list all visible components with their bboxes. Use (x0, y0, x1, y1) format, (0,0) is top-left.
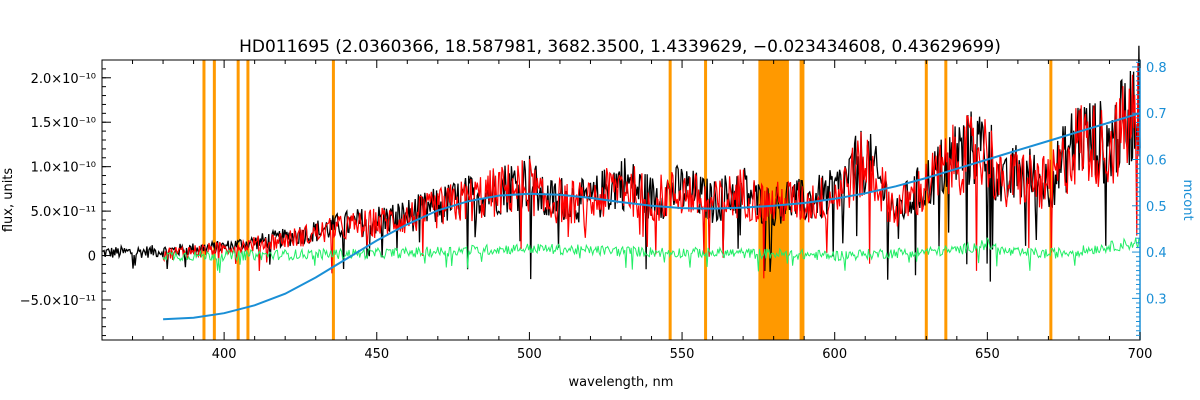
y-tick-label: 0 (88, 250, 96, 265)
y2-tick-label: 0.3 (1146, 292, 1167, 307)
x-axis-label: wavelength, nm (569, 375, 674, 390)
x-tick-label: 500 (517, 347, 542, 362)
series-mcont (163, 112, 1141, 321)
plot-frame (101, 59, 1141, 341)
x-tick-label: 400 (212, 347, 237, 362)
x-tick-label: 550 (670, 347, 695, 362)
masked-line (331, 60, 335, 340)
y2-axis-label: mcont (1180, 179, 1195, 220)
x-tick-label: 650 (975, 347, 1000, 362)
x-tick-label: 450 (364, 347, 389, 362)
y-tick-label: 1.0×10⁻¹⁰ (31, 161, 96, 176)
masked-band (758, 60, 789, 340)
masked-line (212, 60, 216, 340)
masked-line (924, 60, 928, 340)
x-tick-label: 700 (1128, 347, 1153, 362)
y2-tick-label: 0.6 (1146, 154, 1167, 169)
series-residual (162, 237, 1141, 273)
y-axis-label: flux, units (1, 168, 16, 233)
y2-tick-label: 0.4 (1146, 246, 1167, 261)
series-model (162, 62, 1141, 279)
y2-tick-label: 0.5 (1146, 200, 1167, 215)
y-tick-label: 5.0×10⁻¹¹ (31, 205, 96, 220)
y-tick-label: −5.0×10⁻¹¹ (20, 294, 96, 309)
masked-line (246, 60, 250, 340)
x-axis-ticks: 400 450 500 550 600 650 700 (101, 60, 1153, 362)
x-tick-label: 600 (822, 347, 847, 362)
y2-tick-label: 0.7 (1146, 107, 1167, 122)
chart-title: HD011695 (2.0360366, 18.587981, 3682.350… (239, 37, 1001, 57)
y2-tick-label: 0.8 (1146, 61, 1167, 76)
masked-line (236, 60, 240, 340)
y-tick-label: 2.0×10⁻¹⁰ (31, 72, 96, 87)
y-axis-ticks: −5.0×10⁻¹¹ 0 5.0×10⁻¹¹ 1.0×10⁻¹⁰ 1.5×10⁻¹⁰ 2.… (20, 59, 111, 337)
series-layer (101, 45, 1141, 321)
masked-line (202, 60, 206, 340)
y-tick-label: 1.5×10⁻¹⁰ (31, 116, 96, 131)
masked-line (944, 60, 948, 340)
y2-axis-ticks: 0.3 0.4 0.5 0.6 0.7 0.8 (1132, 61, 1167, 336)
